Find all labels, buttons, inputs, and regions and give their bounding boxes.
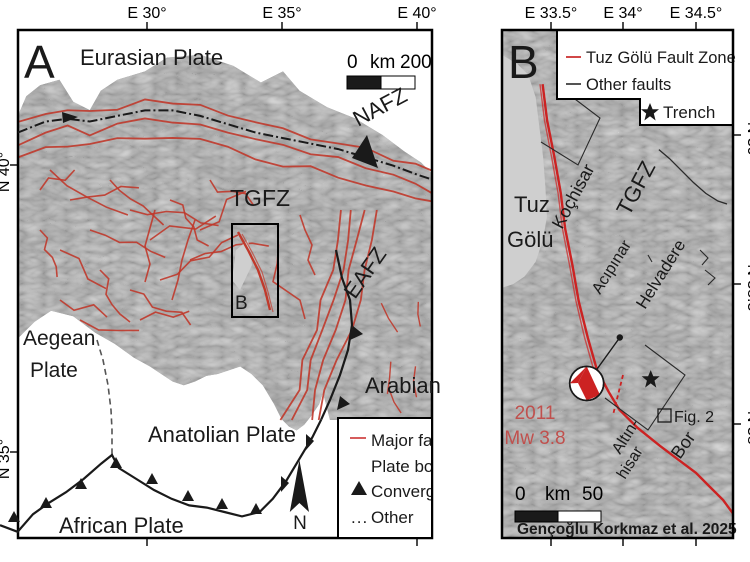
svg-text:Plate: Plate <box>30 359 78 382</box>
svg-text:km: km <box>545 484 570 505</box>
svg-text:Anatolian Plate: Anatolian Plate <box>148 422 296 447</box>
svg-text:Plate boundaries: Plate boundaries <box>371 457 499 476</box>
svg-text:2011: 2011 <box>515 403 556 424</box>
svg-text:...: ... <box>351 508 368 527</box>
svg-text:N 39°: N 39° <box>744 122 750 162</box>
svg-text:A: A <box>24 36 55 88</box>
svg-text:E 30°: E 30° <box>127 5 166 22</box>
svg-text:N 40°: N 40° <box>0 152 13 192</box>
svg-text:200: 200 <box>400 52 432 73</box>
svg-text:Fig. 2: Fig. 2 <box>674 409 714 426</box>
svg-text:Other: Other <box>371 508 414 527</box>
svg-text:Gençoğlu Korkmaz et al. 2025: Gençoğlu Korkmaz et al. 2025 <box>517 521 737 538</box>
svg-text:N: N <box>293 513 307 534</box>
svg-text:E 35°: E 35° <box>262 5 301 22</box>
svg-text:Tuz: Tuz <box>514 192 550 217</box>
svg-text:Major faults: Major faults <box>371 431 459 450</box>
svg-text:N 38.5°: N 38.5° <box>744 264 750 318</box>
svg-text:Mw 3.8: Mw 3.8 <box>504 428 565 449</box>
svg-text:African Plate: African Plate <box>59 513 184 538</box>
svg-text:Eurasian Plate: Eurasian Plate <box>80 45 223 70</box>
svg-text:E 40°: E 40° <box>397 5 436 22</box>
svg-text:Convergent: Convergent <box>371 482 459 501</box>
svg-text:Tuz Gölü Fault Zone: Tuz Gölü Fault Zone <box>586 49 736 67</box>
svg-text:N 38°: N 38° <box>744 411 750 451</box>
svg-text:Aegean: Aegean <box>23 327 95 350</box>
svg-text:0: 0 <box>347 52 358 73</box>
svg-text:B: B <box>508 36 539 88</box>
svg-text:km: km <box>370 52 395 73</box>
svg-text:E 33.5°: E 33.5° <box>525 5 578 22</box>
svg-text:Gölü: Gölü <box>507 227 553 252</box>
svg-text:B: B <box>235 293 248 314</box>
svg-text:E 34°: E 34° <box>603 5 642 22</box>
svg-text:50: 50 <box>582 484 603 505</box>
svg-text:0: 0 <box>515 484 526 505</box>
svg-text:E 34.5°: E 34.5° <box>670 5 723 22</box>
svg-text:TGFZ: TGFZ <box>230 185 290 211</box>
svg-text:Arabian: Arabian <box>365 373 441 398</box>
svg-text:Other faults: Other faults <box>586 76 671 94</box>
svg-text:N 35°: N 35° <box>0 439 13 479</box>
svg-text:Trench: Trench <box>663 103 715 122</box>
